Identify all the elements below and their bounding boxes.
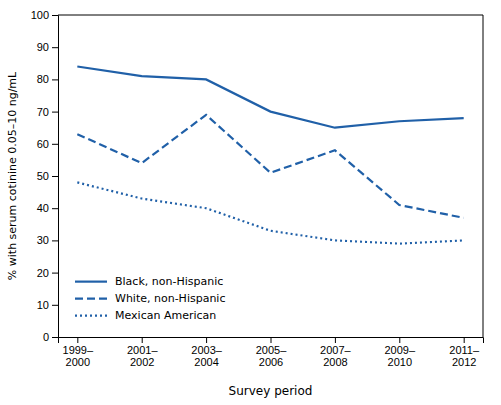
y-tick-mark [52,79,58,80]
x-tick-label-line: 2001– [127,344,158,356]
y-tick-label: 20 [37,267,49,279]
x-tick-label-line: 2002 [130,356,154,368]
y-tick-label: 70 [37,106,49,118]
y-tick-label: 80 [37,73,49,85]
legend-label: White, non-Hispanic [115,292,225,305]
y-axis-title: % with serum cotinine 0.05–10 ng/mL [6,71,19,280]
x-tick: 2003–2004 [191,337,222,368]
y-tick-mark [52,176,58,177]
y-axis: 0 10 20 30 40 50 60 70 80 90 100 [31,9,59,343]
y-tick: 70 [37,106,58,118]
y-tick-label: 10 [37,299,49,311]
y-tick-mark [52,47,58,48]
y-tick: 90 [37,41,58,53]
y-tick-mark [52,273,58,274]
x-tick: 2007–2008 [320,337,351,368]
chart: 0 10 20 30 40 50 60 70 80 90 100 1999–2000 2001–2002… [0,0,501,405]
x-tick-label-line: 2009– [384,344,415,356]
x-tick-label-line: 2008 [323,356,347,368]
x-tick-mark [335,337,336,343]
x-tick-label: 2005–2006 [256,344,287,369]
x-tick-label: 2007–2008 [320,344,351,369]
x-tick: 2005–2006 [256,337,287,368]
y-tick-mark [52,240,58,241]
x-tick-mark [206,337,207,343]
x-tick-label: 2009–2010 [384,344,415,369]
y-tick-label: 90 [37,41,49,53]
legend-label: Mexican American [115,309,216,322]
x-tick-label-line: 1999– [63,344,94,356]
x-tick-label-line: 2005– [256,344,287,356]
legend-label: Black, non-Hispanic [115,275,223,288]
x-tick-mark [399,337,400,343]
y-tick-mark [52,337,58,338]
y-tick: 60 [37,138,58,150]
x-tick-label-line: 2003– [191,344,222,356]
x-tick-label: 2001–2002 [127,344,158,369]
y-tick: 50 [37,170,58,182]
y-tick-mark [52,112,58,113]
y-tick: 80 [37,73,58,85]
x-tick-label-line: 2004 [194,356,218,368]
x-axis-line [59,338,484,344]
x-tick-label-line: 2007– [320,344,351,356]
x-tick-mark [271,337,272,343]
y-tick-label: 60 [37,138,49,150]
x-axis: 1999–2000 2001–2002 2003–2004 2005–2006 2007… [59,337,484,368]
x-tick-label-line: 2011– [449,344,480,356]
x-tick-label: 2011–2012 [449,344,480,369]
y-tick: 100 [31,9,58,21]
y-tick: 40 [37,202,58,214]
y-tick-mark [52,15,58,16]
x-tick-mark [77,337,78,343]
y-tick-mark [52,144,58,145]
y-tick-label: 0 [43,331,49,343]
y-tick-mark [52,305,58,306]
legend: Black, non-Hispanic White, non-Hispanic Me… [75,275,225,322]
legend-entry: Mexican American [75,309,216,322]
y-tick-mark [52,208,58,209]
legend-swatch [75,315,107,317]
y-tick-label: 100 [31,9,49,21]
legend-swatch [75,298,107,300]
y-tick: 20 [37,267,58,279]
x-tick: 2011–2012 [449,337,480,368]
legend-swatch [75,281,107,283]
series-line [77,182,463,243]
x-tick-label-line: 2010 [388,356,412,368]
x-tick-label: 2003–2004 [191,344,222,369]
x-tick: 2001–2002 [127,337,158,368]
y-axis-line [52,16,59,338]
y-tick-label: 30 [37,234,49,246]
x-tick-mark [464,337,465,343]
y-tick: 0 [43,331,58,343]
x-tick-mark [142,337,143,343]
legend-entry: Black, non-Hispanic [75,275,223,288]
frame-right [483,15,484,337]
lines [77,67,463,244]
series-line [77,115,463,218]
y-tick-label: 40 [37,202,49,214]
x-tick-label-line: 2006 [259,356,283,368]
x-axis-title: Survey period [229,384,313,398]
x-tick-label-line: 2012 [452,356,476,368]
x-tick: 1999–2000 [63,337,94,368]
plot: 0 10 20 30 40 50 60 70 80 90 100 1999–2000 2001–2002… [31,9,484,368]
x-tick-label-line: 2000 [66,356,90,368]
legend-entry: White, non-Hispanic [75,292,225,305]
series-line [77,67,463,128]
x-tick-label: 1999–2000 [63,344,94,369]
y-tick: 30 [37,234,58,246]
y-tick-label: 50 [37,170,49,182]
x-tick: 2009–2010 [384,337,415,368]
y-tick: 10 [37,299,58,311]
frame-top [58,15,483,16]
